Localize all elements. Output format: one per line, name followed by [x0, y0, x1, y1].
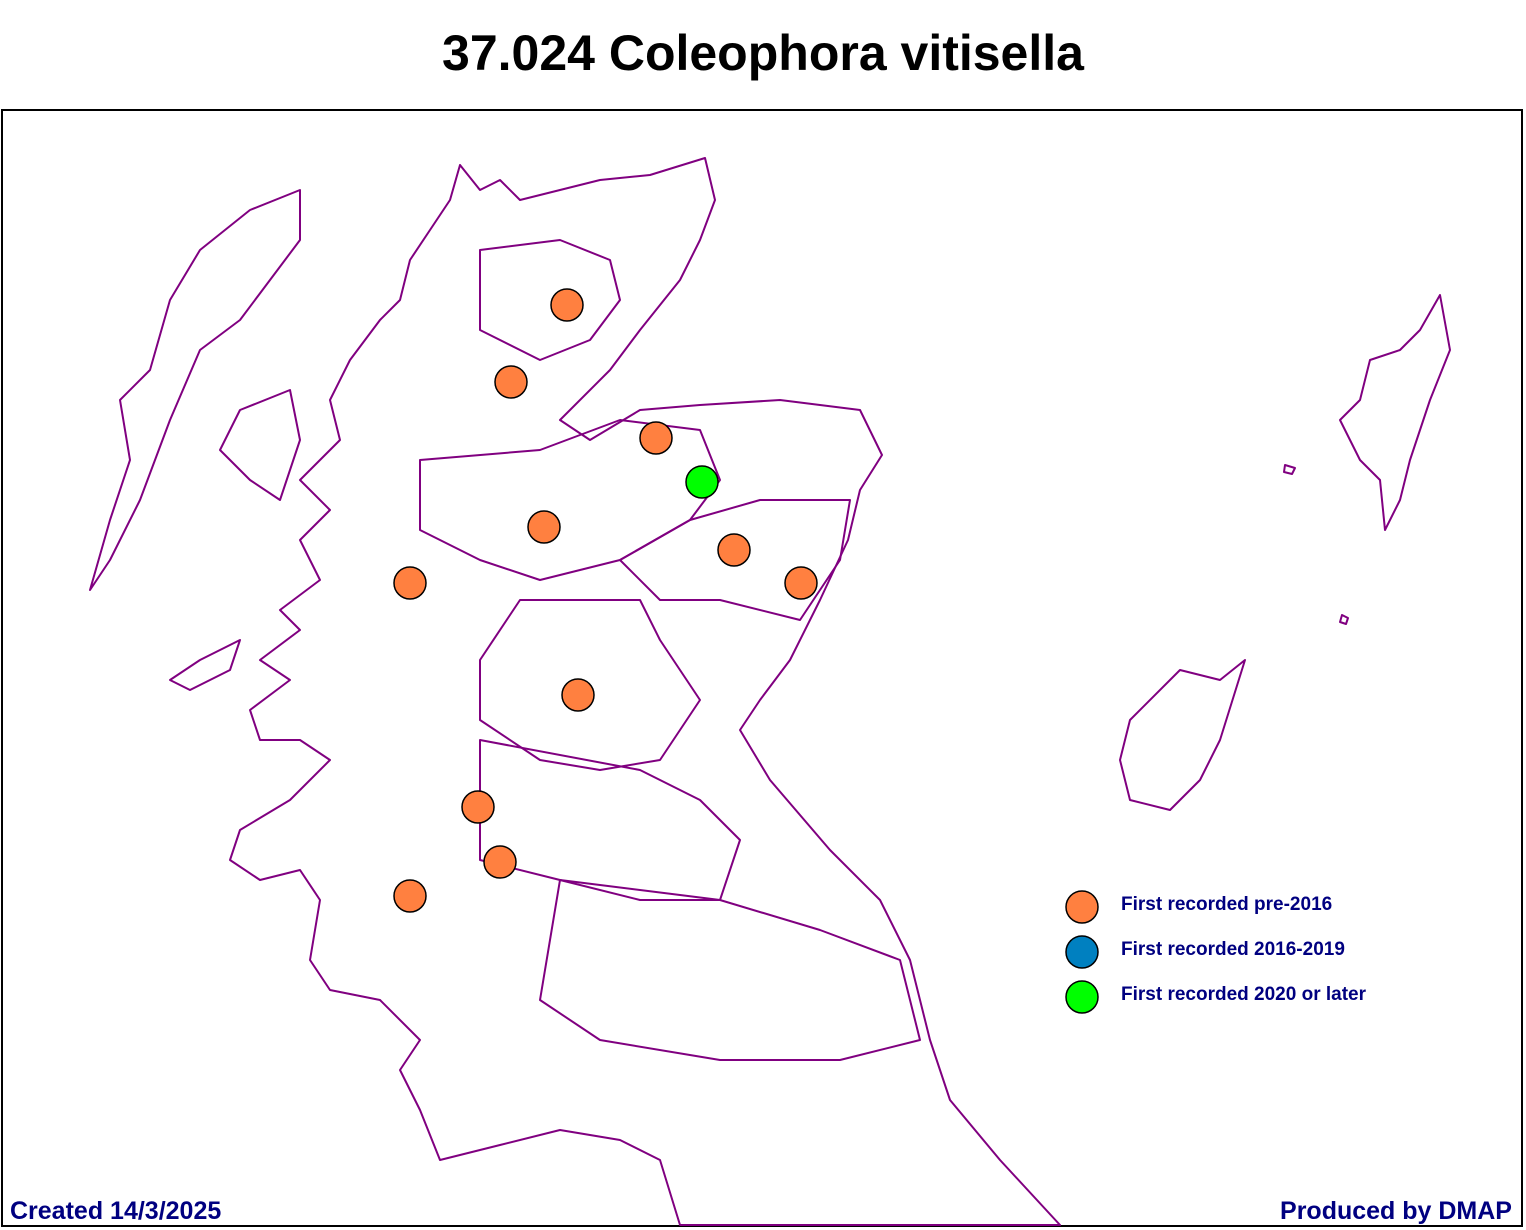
record-dot: [527, 510, 561, 544]
record-dot: [393, 566, 427, 600]
record-dot: [561, 678, 595, 712]
legend-label: First recorded 2020 or later: [1121, 984, 1367, 1005]
legend-swatch: [1065, 935, 1099, 969]
legend-label: First recorded 2016-2019: [1121, 939, 1345, 960]
legend-swatch: [1065, 980, 1099, 1014]
records: [393, 288, 818, 913]
record-dot: [461, 790, 495, 824]
record-dot: [717, 533, 751, 567]
producer: Produced by DMAP: [1280, 1197, 1512, 1225]
record-dot: [483, 845, 517, 879]
title: 37.024 Coleophora vitisella: [442, 25, 1085, 81]
record-dot: [550, 288, 584, 322]
record-dot: [393, 879, 427, 913]
record-dot: [639, 421, 673, 455]
record-dot: [494, 365, 528, 399]
record-dot: [685, 465, 719, 499]
record-dot: [784, 566, 818, 600]
legend-swatch: [1065, 890, 1099, 924]
legend: First recorded pre-2016 First recorded 20…: [1065, 890, 1367, 1014]
created-date: Created 14/3/2025: [10, 1197, 221, 1225]
map-outline: [89, 157, 1451, 1226]
legend-label: First recorded pre-2016: [1121, 894, 1332, 915]
